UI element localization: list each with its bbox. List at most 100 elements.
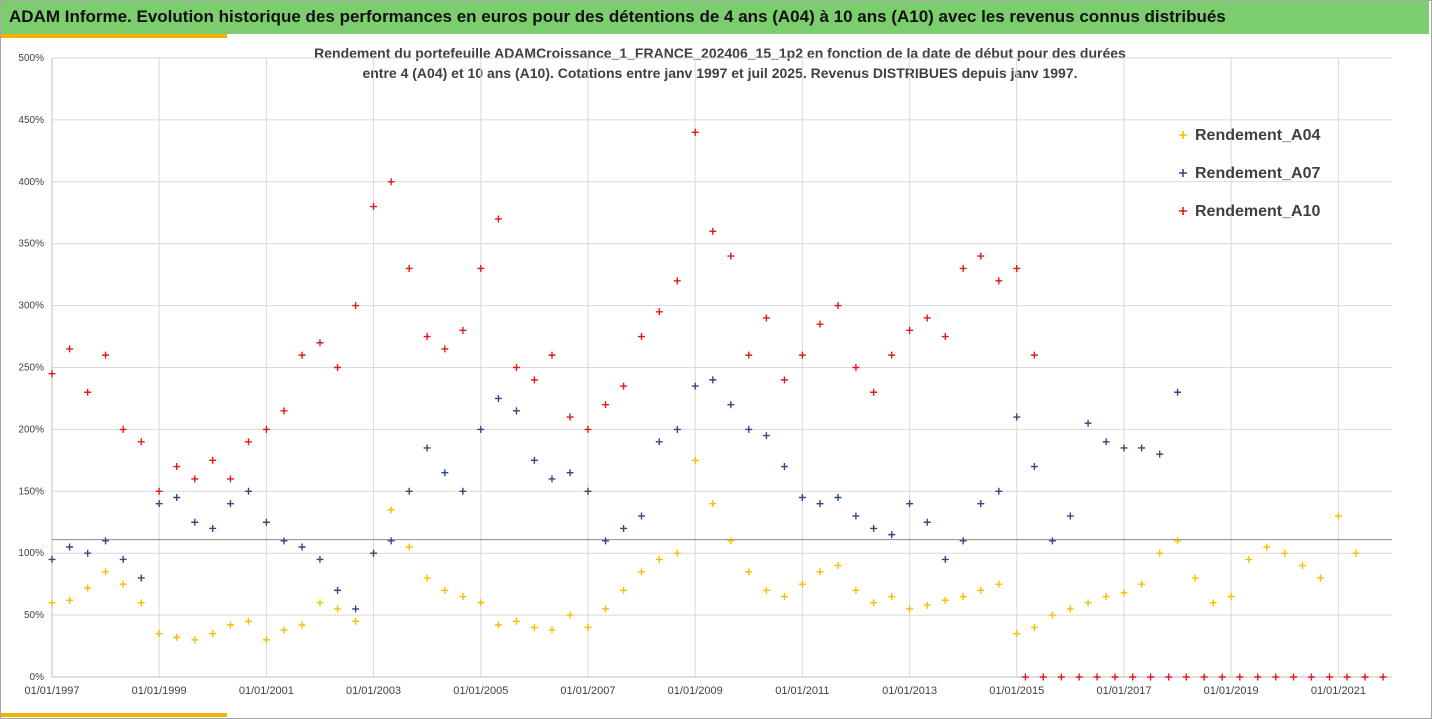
data-point-rendement-a04: [459, 593, 467, 601]
data-point-rendement-a07: [691, 382, 699, 390]
data-point-rendement-a04: [494, 621, 502, 629]
data-point-rendement-a04: [1281, 549, 1289, 557]
data-point-rendement-a10: [1013, 264, 1021, 272]
y-tick-label: 0%: [30, 672, 45, 683]
legend-label: Rendement_A07: [1195, 165, 1320, 182]
data-point-rendement-a07: [262, 518, 270, 526]
data-point-rendement-a10: [727, 252, 735, 260]
accent-bar-top: [1, 34, 227, 38]
data-point-rendement-a04: [1174, 537, 1182, 545]
data-point-rendement-a10: [959, 264, 967, 272]
y-tick-label: 250%: [18, 363, 44, 374]
data-point-rendement-a07: [1120, 444, 1128, 452]
x-tick-label: 01/01/2005: [453, 685, 508, 697]
data-point-series-3: [1254, 673, 1262, 681]
data-point-rendement-a04: [906, 605, 914, 613]
x-tick-label: 01/01/2019: [1204, 685, 1259, 697]
data-point-rendement-a04: [173, 633, 181, 641]
data-point-rendement-a10: [673, 277, 681, 285]
data-point-rendement-a04: [1030, 623, 1038, 631]
data-point-rendement-a10: [584, 425, 592, 433]
data-point-rendement-a04: [1191, 574, 1199, 582]
data-point-rendement-a04: [1263, 543, 1271, 551]
data-point-rendement-a10: [477, 264, 485, 272]
data-point-rendement-a07: [566, 469, 574, 477]
data-point-rendement-a10: [512, 364, 520, 371]
data-point-rendement-a04: [1138, 580, 1146, 588]
data-point-rendement-a10: [834, 302, 842, 310]
legend-marker: [1179, 169, 1187, 177]
data-point-rendement-a07: [316, 555, 324, 563]
data-point-rendement-a07: [191, 518, 199, 526]
data-point-rendement-a04: [405, 543, 413, 551]
data-point-rendement-a04: [1013, 630, 1021, 638]
data-point-rendement-a04: [1120, 589, 1128, 597]
data-point-rendement-a10: [1030, 351, 1038, 359]
x-tick-label: 01/01/2021: [1311, 685, 1366, 697]
data-point-series-3: [1129, 673, 1137, 681]
data-point-series-3: [1379, 673, 1387, 681]
x-tick-label: 01/01/2001: [239, 685, 294, 697]
data-point-rendement-a07: [512, 407, 520, 415]
data-point-rendement-a04: [84, 584, 92, 592]
page-title: ADAM Informe. Evolution historique des p…: [9, 7, 1226, 26]
data-point-rendement-a04: [226, 621, 234, 629]
data-point-rendement-a04: [1209, 599, 1217, 607]
data-point-rendement-a04: [852, 586, 860, 594]
data-point-rendement-a04: [1156, 549, 1164, 557]
data-point-rendement-a07: [798, 493, 806, 501]
data-point-rendement-a07: [48, 555, 56, 563]
data-point-series-3: [1111, 673, 1119, 681]
y-tick-label: 500%: [18, 53, 44, 64]
data-point-rendement-a10: [173, 463, 181, 471]
data-point-rendement-a07: [1138, 444, 1146, 452]
data-point-rendement-a10: [691, 128, 699, 136]
chart-title-line1: Rendement du portefeuille ADAMCroissance…: [314, 45, 1126, 61]
data-point-rendement-a07: [226, 500, 234, 508]
data-point-rendement-a10: [816, 320, 824, 328]
data-point-series-3: [1325, 673, 1333, 681]
data-point-rendement-a07: [280, 537, 288, 545]
data-point-rendement-a04: [298, 621, 306, 629]
data-point-rendement-a10: [566, 413, 574, 421]
data-point-rendement-a10: [852, 364, 860, 371]
data-point-series-3: [1075, 673, 1083, 681]
data-point-rendement-a07: [1048, 537, 1056, 545]
data-point-rendement-a10: [423, 333, 431, 341]
data-point-rendement-a10: [405, 264, 413, 272]
data-point-rendement-a04: [620, 586, 628, 594]
data-point-rendement-a10: [977, 252, 985, 260]
y-tick-label: 350%: [18, 239, 44, 250]
data-point-series-3: [1093, 673, 1101, 681]
data-point-rendement-a07: [441, 469, 449, 477]
data-point-rendement-a10: [334, 364, 342, 371]
data-point-rendement-a04: [191, 636, 199, 644]
data-point-rendement-a04: [1102, 593, 1110, 601]
data-point-rendement-a04: [387, 506, 395, 514]
data-point-rendement-a04: [209, 630, 217, 638]
data-point-rendement-a07: [745, 425, 753, 433]
data-point-rendement-a04: [423, 574, 431, 582]
data-point-rendement-a04: [1066, 605, 1074, 613]
data-point-rendement-a07: [620, 524, 628, 532]
legend-label: Rendement_A04: [1195, 127, 1320, 144]
data-point-rendement-a07: [888, 531, 896, 539]
data-point-rendement-a07: [352, 605, 360, 613]
data-point-rendement-a10: [780, 376, 788, 384]
data-point-rendement-a04: [1227, 593, 1235, 601]
data-point-series-3: [1165, 673, 1173, 681]
data-point-series-3: [1021, 673, 1029, 681]
data-point-rendement-a10: [84, 388, 92, 396]
data-point-rendement-a04: [530, 623, 538, 631]
data-point-rendement-a04: [334, 605, 342, 613]
data-point-rendement-a04: [798, 580, 806, 588]
data-point-rendement-a04: [638, 568, 646, 576]
x-tick-label: 01/01/1999: [132, 685, 187, 697]
data-point-rendement-a04: [673, 549, 681, 557]
data-point-rendement-a07: [245, 487, 253, 495]
data-point-rendement-a10: [995, 277, 1003, 285]
data-point-series-3: [1057, 673, 1065, 681]
data-point-rendement-a07: [602, 537, 610, 545]
data-point-rendement-a04: [352, 617, 360, 625]
